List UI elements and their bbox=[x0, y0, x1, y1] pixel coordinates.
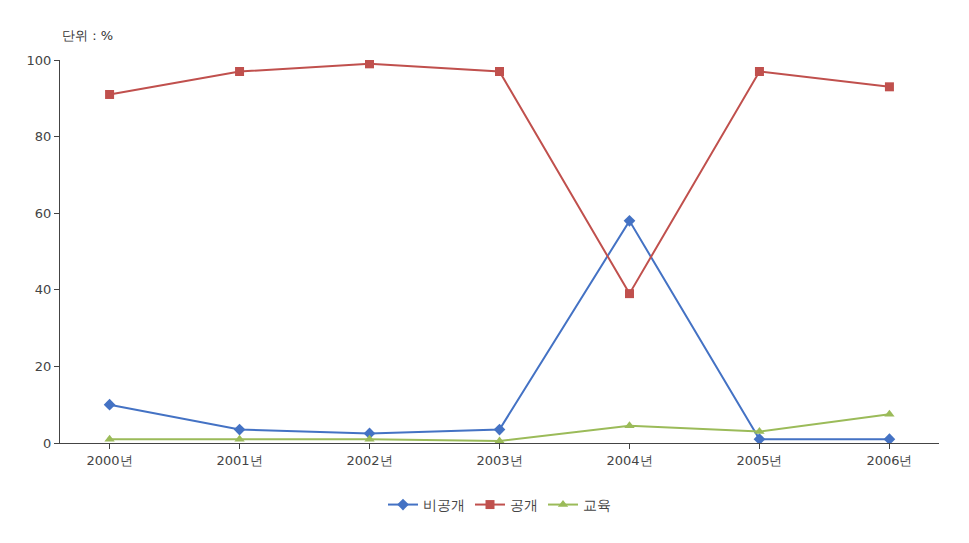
svg-text:40: 40 bbox=[35, 282, 52, 297]
svg-text:60: 60 bbox=[35, 206, 52, 221]
svg-text:공개: 공개 bbox=[510, 497, 538, 513]
svg-text:교육: 교육 bbox=[583, 497, 611, 513]
svg-text:비공개: 비공개 bbox=[423, 497, 465, 513]
svg-text:2000년: 2000년 bbox=[87, 453, 133, 468]
svg-text:2005년: 2005년 bbox=[736, 453, 782, 468]
svg-text:단위 : %: 단위 : % bbox=[62, 28, 113, 43]
svg-text:2002년: 2002년 bbox=[346, 453, 392, 468]
svg-text:0: 0 bbox=[43, 436, 51, 451]
svg-text:2001년: 2001년 bbox=[217, 453, 263, 468]
svg-text:2004년: 2004년 bbox=[606, 453, 652, 468]
svg-text:2003년: 2003년 bbox=[476, 453, 522, 468]
svg-text:80: 80 bbox=[35, 129, 52, 144]
svg-text:100: 100 bbox=[27, 53, 52, 68]
svg-text:20: 20 bbox=[35, 359, 52, 374]
svg-text:2006년: 2006년 bbox=[866, 453, 912, 468]
